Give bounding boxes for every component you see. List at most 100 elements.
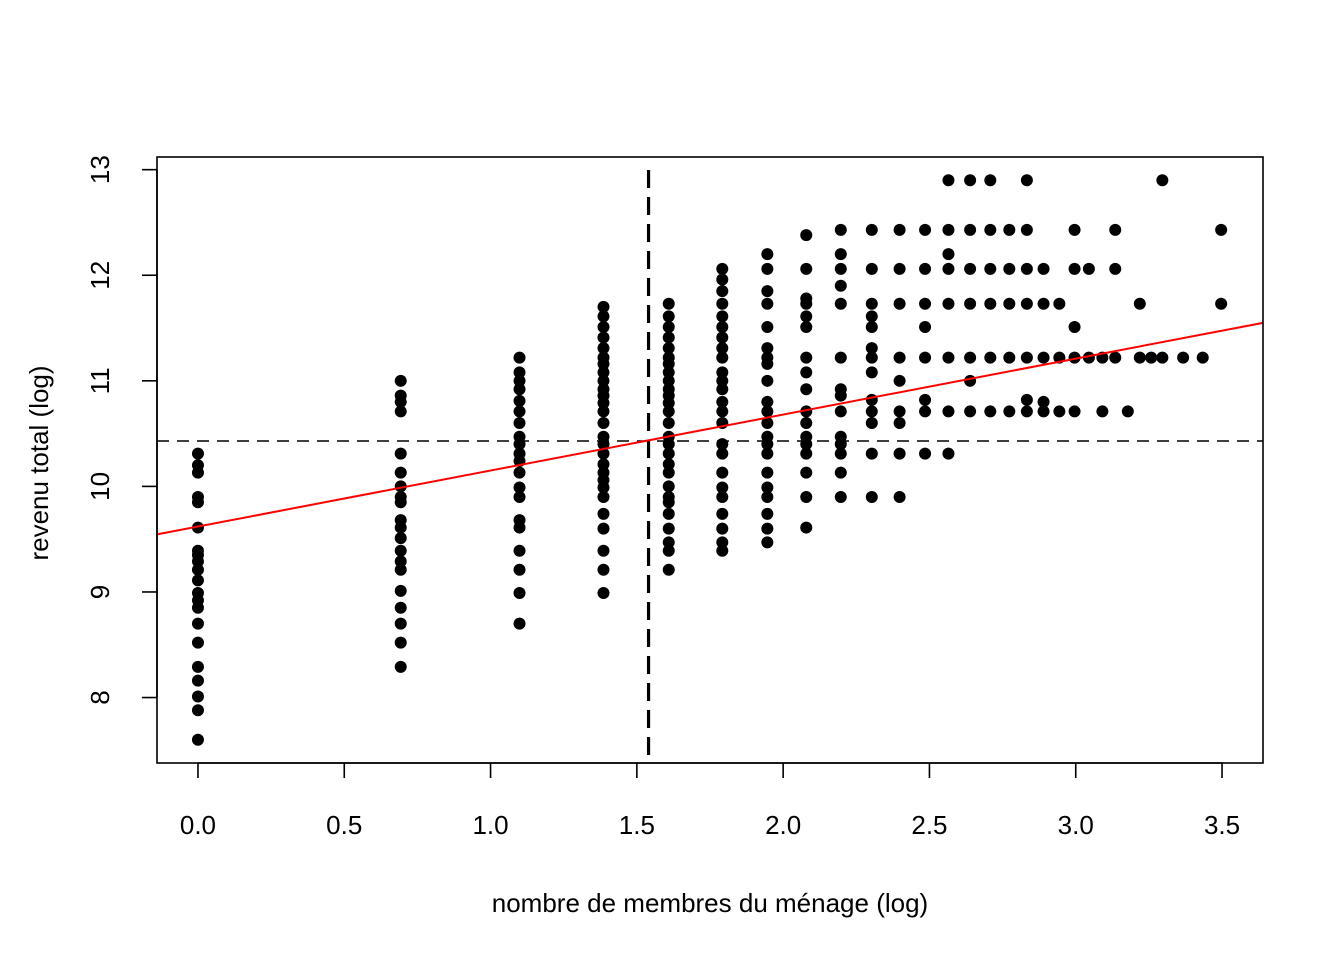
data-point (597, 405, 610, 418)
data-point (800, 229, 813, 242)
data-point (513, 366, 526, 379)
data-point (513, 374, 526, 387)
data-point (1003, 297, 1016, 310)
data-point (761, 320, 774, 333)
data-point (984, 223, 997, 236)
data-point (597, 587, 610, 600)
data-point (662, 405, 675, 418)
data-point (662, 490, 675, 503)
data-point (800, 417, 813, 430)
data-point (865, 342, 878, 355)
data-point (662, 544, 675, 557)
data-point (716, 395, 729, 408)
data-point (394, 660, 407, 673)
data-point (761, 417, 774, 430)
data-point (513, 430, 526, 443)
data-point (1215, 223, 1228, 236)
data-point (865, 405, 878, 418)
data-point (865, 417, 878, 430)
data-point (513, 481, 526, 494)
data-point (191, 459, 204, 472)
x-tick-label: 1.5 (619, 810, 655, 840)
data-point (865, 297, 878, 310)
data-point (761, 262, 774, 275)
data-point (800, 292, 813, 305)
data-point (597, 331, 610, 344)
data-point (761, 374, 774, 387)
data-point (1020, 297, 1033, 310)
data-point (834, 223, 847, 236)
data-point (662, 458, 675, 471)
data-point (942, 174, 955, 187)
data-point (942, 262, 955, 275)
data-point (1068, 351, 1081, 364)
data-point (1068, 320, 1081, 333)
data-point (919, 262, 932, 275)
data-point (191, 544, 204, 557)
data-point (394, 447, 407, 460)
data-point (800, 351, 813, 364)
data-point (919, 351, 932, 364)
data-point (865, 490, 878, 503)
data-point (984, 297, 997, 310)
data-point (597, 366, 610, 379)
data-point (662, 383, 675, 396)
data-point (1037, 351, 1050, 364)
y-tick-label: 8 (85, 690, 115, 704)
data-point (800, 310, 813, 323)
data-point (800, 383, 813, 396)
data-point (597, 466, 610, 479)
data-point (662, 374, 675, 387)
y-tick-label: 9 (85, 585, 115, 599)
data-point (1020, 351, 1033, 364)
data-point (716, 447, 729, 460)
data-point (942, 405, 955, 418)
data-point (761, 285, 774, 298)
data-point (597, 417, 610, 430)
data-point (893, 447, 906, 460)
data-point (1145, 351, 1158, 364)
data-point (597, 563, 610, 576)
data-point (964, 223, 977, 236)
y-tick-label: 13 (85, 155, 115, 184)
data-point (513, 466, 526, 479)
data-point (919, 447, 932, 460)
y-tick-label: 10 (85, 472, 115, 501)
data-point (716, 342, 729, 355)
data-point (893, 262, 906, 275)
data-point (1109, 351, 1122, 364)
data-point (761, 466, 774, 479)
data-point (716, 366, 729, 379)
data-point (513, 490, 526, 503)
data-point (191, 447, 204, 460)
data-point (834, 466, 847, 479)
data-point (893, 490, 906, 503)
data-point (942, 447, 955, 460)
data-point (800, 405, 813, 418)
data-point (1053, 297, 1066, 310)
data-point (394, 374, 407, 387)
data-point (834, 297, 847, 310)
data-point (716, 320, 729, 333)
data-point (662, 297, 675, 310)
data-point (716, 310, 729, 323)
data-point (1133, 297, 1146, 310)
data-point (513, 563, 526, 576)
data-point (964, 262, 977, 275)
data-point (893, 405, 906, 418)
data-point (1003, 223, 1016, 236)
x-tick-label: 3.0 (1058, 810, 1094, 840)
data-point (394, 532, 407, 545)
data-point (834, 490, 847, 503)
data-point (942, 351, 955, 364)
data-point (1068, 223, 1081, 236)
data-point (1037, 405, 1050, 418)
data-point (662, 351, 675, 364)
data-point (662, 466, 675, 479)
data-point (513, 587, 526, 600)
data-point (865, 351, 878, 364)
data-point (191, 660, 204, 673)
data-point (1082, 262, 1095, 275)
plot-marks (156, 170, 1264, 763)
